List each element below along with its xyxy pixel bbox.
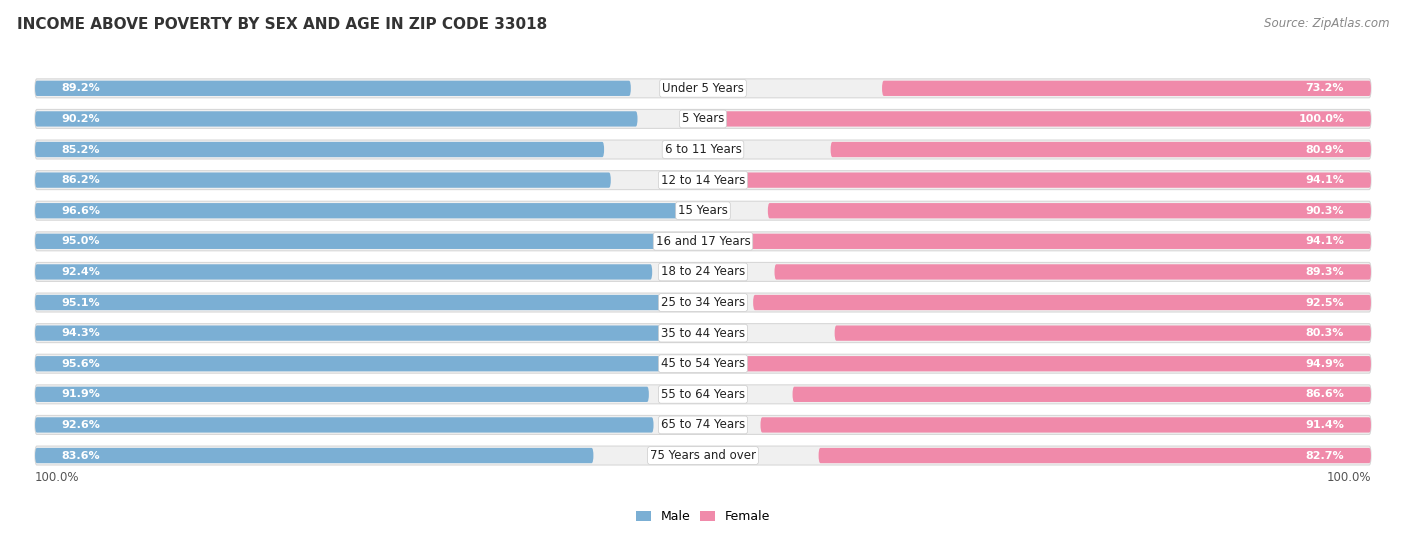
Text: 94.1%: 94.1%: [1305, 175, 1344, 185]
FancyBboxPatch shape: [35, 415, 1371, 434]
FancyBboxPatch shape: [882, 80, 1371, 96]
Text: 95.0%: 95.0%: [62, 236, 100, 247]
FancyBboxPatch shape: [35, 354, 1371, 373]
FancyBboxPatch shape: [35, 79, 1371, 98]
FancyBboxPatch shape: [35, 293, 1371, 312]
FancyBboxPatch shape: [35, 170, 1371, 190]
FancyBboxPatch shape: [35, 387, 650, 402]
Text: 18 to 24 Years: 18 to 24 Years: [661, 266, 745, 278]
Text: 92.5%: 92.5%: [1306, 297, 1344, 307]
FancyBboxPatch shape: [35, 201, 1371, 220]
Text: 90.3%: 90.3%: [1306, 206, 1344, 216]
FancyBboxPatch shape: [35, 356, 673, 371]
FancyBboxPatch shape: [35, 264, 652, 280]
Text: 89.2%: 89.2%: [62, 83, 100, 93]
FancyBboxPatch shape: [35, 448, 593, 463]
Text: 82.7%: 82.7%: [1306, 451, 1344, 461]
Text: 73.2%: 73.2%: [1306, 83, 1344, 93]
Text: 100.0%: 100.0%: [1326, 471, 1371, 484]
Text: 16 and 17 Years: 16 and 17 Years: [655, 235, 751, 248]
Text: 75 Years and over: 75 Years and over: [650, 449, 756, 462]
Text: 45 to 54 Years: 45 to 54 Years: [661, 357, 745, 370]
FancyBboxPatch shape: [737, 356, 1371, 371]
Text: 94.1%: 94.1%: [1305, 236, 1344, 247]
Text: Source: ZipAtlas.com: Source: ZipAtlas.com: [1264, 17, 1389, 30]
Text: 83.6%: 83.6%: [62, 451, 100, 461]
FancyBboxPatch shape: [35, 203, 681, 219]
Text: 90.2%: 90.2%: [62, 114, 100, 124]
Text: 80.3%: 80.3%: [1306, 328, 1344, 338]
Text: 35 to 44 Years: 35 to 44 Years: [661, 326, 745, 340]
Text: 12 to 14 Years: 12 to 14 Years: [661, 174, 745, 187]
Text: Under 5 Years: Under 5 Years: [662, 82, 744, 95]
FancyBboxPatch shape: [775, 264, 1371, 280]
FancyBboxPatch shape: [35, 446, 1371, 465]
FancyBboxPatch shape: [35, 110, 1371, 129]
FancyBboxPatch shape: [768, 203, 1371, 219]
FancyBboxPatch shape: [35, 295, 671, 310]
FancyBboxPatch shape: [831, 142, 1371, 157]
Text: 94.9%: 94.9%: [1305, 359, 1344, 369]
FancyBboxPatch shape: [761, 417, 1371, 433]
Text: 100.0%: 100.0%: [35, 471, 80, 484]
FancyBboxPatch shape: [835, 325, 1371, 341]
Text: 92.4%: 92.4%: [62, 267, 101, 277]
Text: 91.4%: 91.4%: [1305, 420, 1344, 430]
FancyBboxPatch shape: [703, 111, 1371, 126]
Text: 95.6%: 95.6%: [62, 359, 100, 369]
FancyBboxPatch shape: [754, 295, 1371, 310]
FancyBboxPatch shape: [35, 142, 605, 157]
Legend: Male, Female: Male, Female: [631, 505, 775, 528]
FancyBboxPatch shape: [35, 80, 631, 96]
Text: 89.3%: 89.3%: [1306, 267, 1344, 277]
FancyBboxPatch shape: [35, 262, 1371, 281]
Text: 91.9%: 91.9%: [62, 389, 101, 399]
FancyBboxPatch shape: [742, 234, 1371, 249]
FancyBboxPatch shape: [35, 111, 637, 126]
Text: 55 to 64 Years: 55 to 64 Years: [661, 388, 745, 401]
FancyBboxPatch shape: [793, 387, 1371, 402]
FancyBboxPatch shape: [35, 173, 610, 188]
Text: 96.6%: 96.6%: [62, 206, 101, 216]
Text: 85.2%: 85.2%: [62, 145, 100, 154]
FancyBboxPatch shape: [35, 324, 1371, 343]
Text: 15 Years: 15 Years: [678, 204, 728, 217]
FancyBboxPatch shape: [35, 140, 1371, 159]
FancyBboxPatch shape: [35, 417, 654, 433]
Text: 100.0%: 100.0%: [1298, 114, 1344, 124]
Text: 95.1%: 95.1%: [62, 297, 100, 307]
Text: INCOME ABOVE POVERTY BY SEX AND AGE IN ZIP CODE 33018: INCOME ABOVE POVERTY BY SEX AND AGE IN Z…: [17, 17, 547, 32]
Text: 92.6%: 92.6%: [62, 420, 101, 430]
Text: 65 to 74 Years: 65 to 74 Years: [661, 419, 745, 432]
FancyBboxPatch shape: [818, 448, 1371, 463]
Text: 86.2%: 86.2%: [62, 175, 100, 185]
Text: 5 Years: 5 Years: [682, 112, 724, 125]
FancyBboxPatch shape: [35, 232, 1371, 251]
FancyBboxPatch shape: [35, 234, 669, 249]
FancyBboxPatch shape: [742, 173, 1371, 188]
Text: 25 to 34 Years: 25 to 34 Years: [661, 296, 745, 309]
FancyBboxPatch shape: [35, 325, 665, 341]
Text: 86.6%: 86.6%: [1305, 389, 1344, 399]
Text: 94.3%: 94.3%: [62, 328, 100, 338]
Text: 80.9%: 80.9%: [1306, 145, 1344, 154]
Text: 6 to 11 Years: 6 to 11 Years: [665, 143, 741, 156]
FancyBboxPatch shape: [35, 385, 1371, 404]
